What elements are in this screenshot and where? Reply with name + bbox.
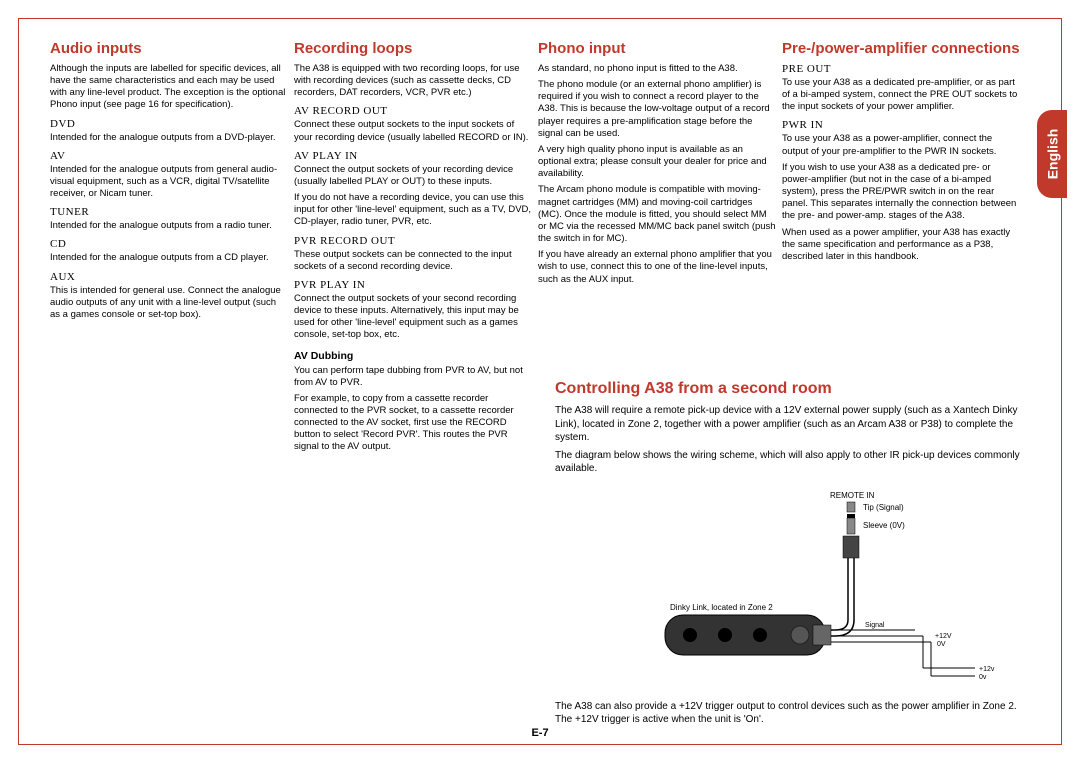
second-room-p3: The A38 can also provide a +12V trigger … (555, 700, 1025, 727)
preout-heading: PRE OUT (782, 63, 1020, 75)
avplay-text1: Connect the output sockets of your recor… (294, 164, 532, 188)
remote-in-label: REMOTE IN (830, 491, 875, 500)
heading-second-room: Controlling A38 from a second room (555, 380, 1025, 398)
avdubbing-text1: You can perform tape dubbing from PVR to… (294, 365, 532, 389)
second-room-section: Controlling A38 from a second room The A… (555, 380, 1025, 731)
phono-p4: The Arcam phono module is compatible wit… (538, 184, 776, 245)
dvd-text: Intended for the analogue outputs from a… (50, 132, 288, 144)
cd-text: Intended for the analogue outputs from a… (50, 252, 288, 264)
pwrin-heading: PWR IN (782, 119, 1020, 131)
zero-label: 0V (937, 641, 946, 648)
pvrplay-text: Connect the output sockets of your secon… (294, 293, 532, 342)
signal-label: Signal (865, 622, 885, 629)
page-number: E-7 (531, 727, 548, 739)
p12v-label: +12V (935, 633, 952, 640)
dinky-label: Dinky Link, located in Zone 2 (670, 603, 773, 612)
aux-heading: AUX (50, 271, 288, 283)
wiring-diagram: REMOTE IN Tip (Signal) Sleeve (0V) Dinky… (555, 490, 1025, 700)
avdubbing-heading: AV Dubbing (294, 350, 532, 362)
column-recording-loops: Recording loops The A38 is equipped with… (294, 40, 532, 458)
tuner-text: Intended for the analogue outputs from a… (50, 220, 288, 232)
pvrrecord-text: These output sockets can be connected to… (294, 249, 532, 273)
tip-label: Tip (Signal) (863, 503, 904, 512)
pwrin-text3: When used as a power amplifier, your A38… (782, 227, 1020, 263)
heading-pre-power: Pre-/power-amplifier connections (782, 40, 1020, 57)
tuner-heading: TUNER (50, 206, 288, 218)
language-tab: English (1037, 110, 1067, 198)
heading-phono-input: Phono input (538, 40, 776, 57)
second-room-p1: The A38 will require a remote pick-up de… (555, 404, 1025, 445)
phono-p3: A very high quality phono input is avail… (538, 144, 776, 180)
heading-audio-inputs: Audio inputs (50, 40, 288, 57)
dvd-heading: DVD (50, 118, 288, 130)
avplay-heading: AV PLAY IN (294, 150, 532, 162)
column-audio-inputs: Audio inputs Although the inputs are lab… (50, 40, 288, 458)
second-room-p2: The diagram below shows the wiring schem… (555, 449, 1025, 476)
pwrin-text2: If you wish to use your A38 as a dedicat… (782, 162, 1020, 223)
preout-text: To use your A38 as a dedicated pre-ampli… (782, 77, 1020, 113)
sleeve-label: Sleeve (0V) (863, 521, 905, 530)
pwrin-text1: To use your A38 as a power-amplifier, co… (782, 133, 1020, 157)
aux-text: This is intended for general use. Connec… (50, 285, 288, 321)
av-heading: AV (50, 150, 288, 162)
cd-heading: CD (50, 238, 288, 250)
p12v2-label: +12v (979, 666, 995, 673)
pvrrecord-heading: PVR RECORD OUT (294, 235, 532, 247)
heading-recording-loops: Recording loops (294, 40, 532, 57)
avrecord-text: Connect these output sockets to the inpu… (294, 119, 532, 143)
av-text: Intended for the analogue outputs from g… (50, 164, 288, 200)
avplay-text2: If you do not have a recording device, y… (294, 192, 532, 228)
avrecord-heading: AV RECORD OUT (294, 105, 532, 117)
phono-p1: As standard, no phono input is fitted to… (538, 63, 776, 75)
phono-p5: If you have already an external phono am… (538, 249, 776, 285)
language-label: English (1044, 129, 1060, 180)
recording-intro: The A38 is equipped with two recording l… (294, 63, 532, 99)
wiring-svg: REMOTE IN Tip (Signal) Sleeve (0V) Dinky… (555, 490, 1015, 700)
pvrplay-heading: PVR PLAY IN (294, 279, 532, 291)
phono-p2: The phono module (or an external phono a… (538, 79, 776, 140)
audio-inputs-intro: Although the inputs are labelled for spe… (50, 63, 288, 112)
avdubbing-text2: For example, to copy from a cassette rec… (294, 393, 532, 454)
zero2-label: 0v (979, 674, 987, 681)
